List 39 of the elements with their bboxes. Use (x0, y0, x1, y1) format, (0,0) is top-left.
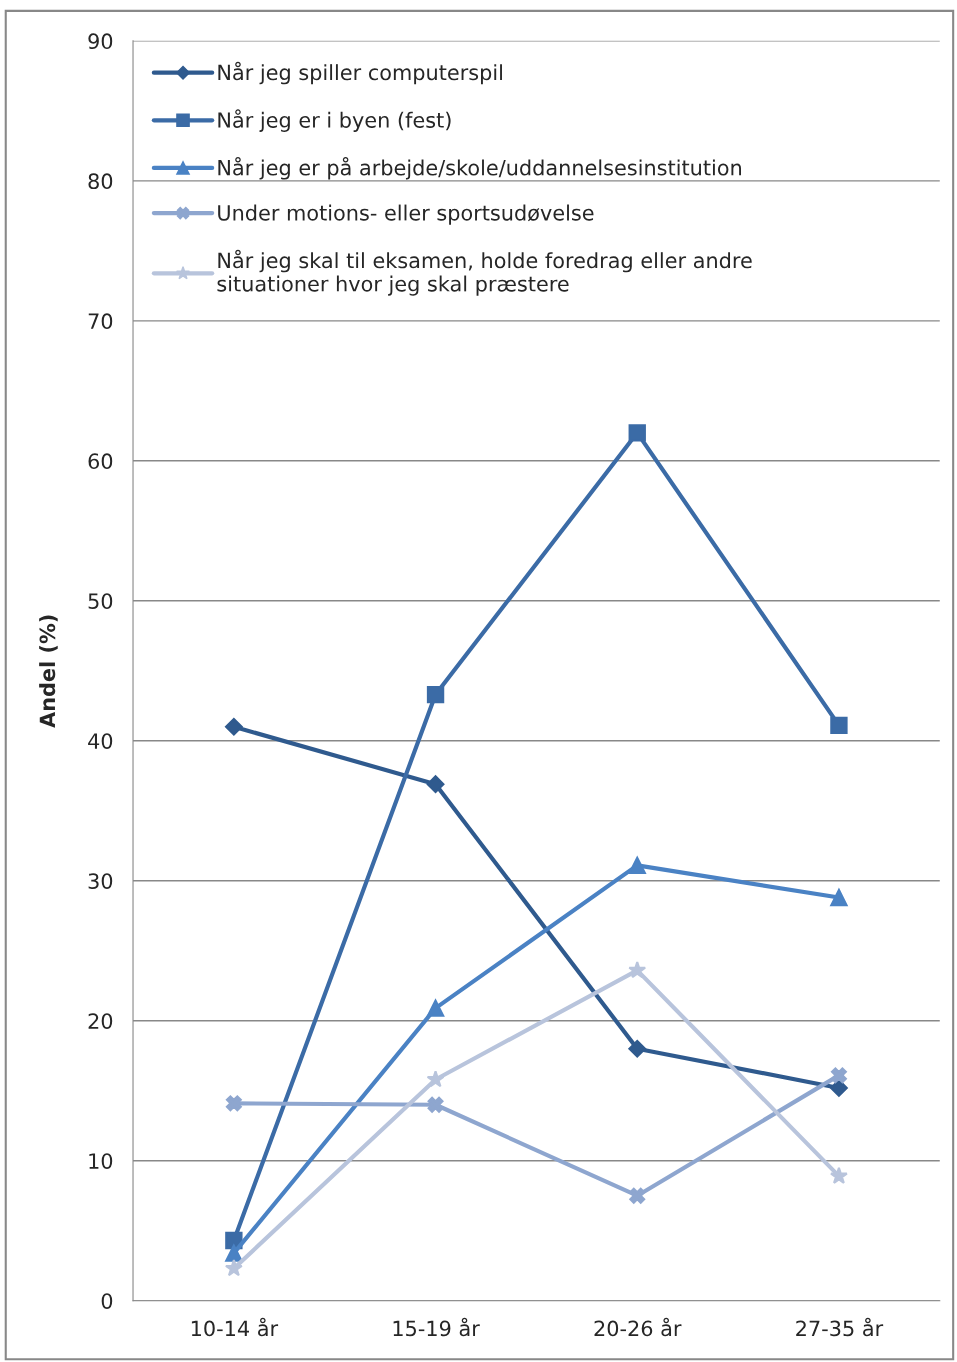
y-tick-label: 40 (88, 733, 113, 749)
point (225, 1244, 243, 1262)
point (426, 1070, 445, 1088)
y-axis-title: Andel (%) (39, 615, 58, 728)
y-tick-label: 30 (88, 873, 113, 889)
x-tick-label: 20-26 år (594, 1317, 682, 1337)
x-tick-label: 15-19 år (393, 1317, 480, 1337)
point (628, 856, 646, 875)
point (830, 1067, 847, 1084)
point (426, 685, 445, 704)
point (427, 1096, 444, 1113)
x-tick-label: 27-35 år (796, 1317, 884, 1337)
point (830, 888, 848, 907)
legend-label: Under motions- eller sportsudøvelse (218, 204, 594, 225)
point (830, 1079, 848, 1097)
point (629, 1187, 646, 1204)
y-tick-label: 70 (88, 313, 113, 330)
point (224, 717, 243, 736)
y-tick-label: 20 (88, 1013, 113, 1029)
y-tick-label: 90 (88, 33, 113, 50)
legend-label: Når jeg er i byen (fest) (218, 109, 451, 132)
legend-label: Når jeg spiller computerspil (218, 61, 502, 85)
y-tick-label: 80 (88, 173, 113, 190)
y-tick-label: 10 (89, 1153, 113, 1169)
point (628, 424, 646, 442)
point (628, 1039, 647, 1058)
point (426, 775, 445, 794)
point (628, 960, 647, 979)
point (426, 999, 445, 1017)
x-tick-label: 10-14 år (191, 1317, 279, 1337)
point (829, 1166, 848, 1184)
y-tick-label: 50 (88, 593, 113, 609)
point (224, 1259, 243, 1277)
point (830, 716, 848, 735)
y-tick-label: 60 (88, 453, 113, 470)
legend-label: Når jeg skal til eksamen, holde foredrag eller andre situationer hvor jeg skal præstere (217, 249, 752, 296)
legend-label: Når jeg er på arbejde/skole/uddannelsesinstitution (218, 156, 741, 180)
point (225, 1095, 242, 1112)
y-tick-label: 0 (101, 1293, 113, 1309)
